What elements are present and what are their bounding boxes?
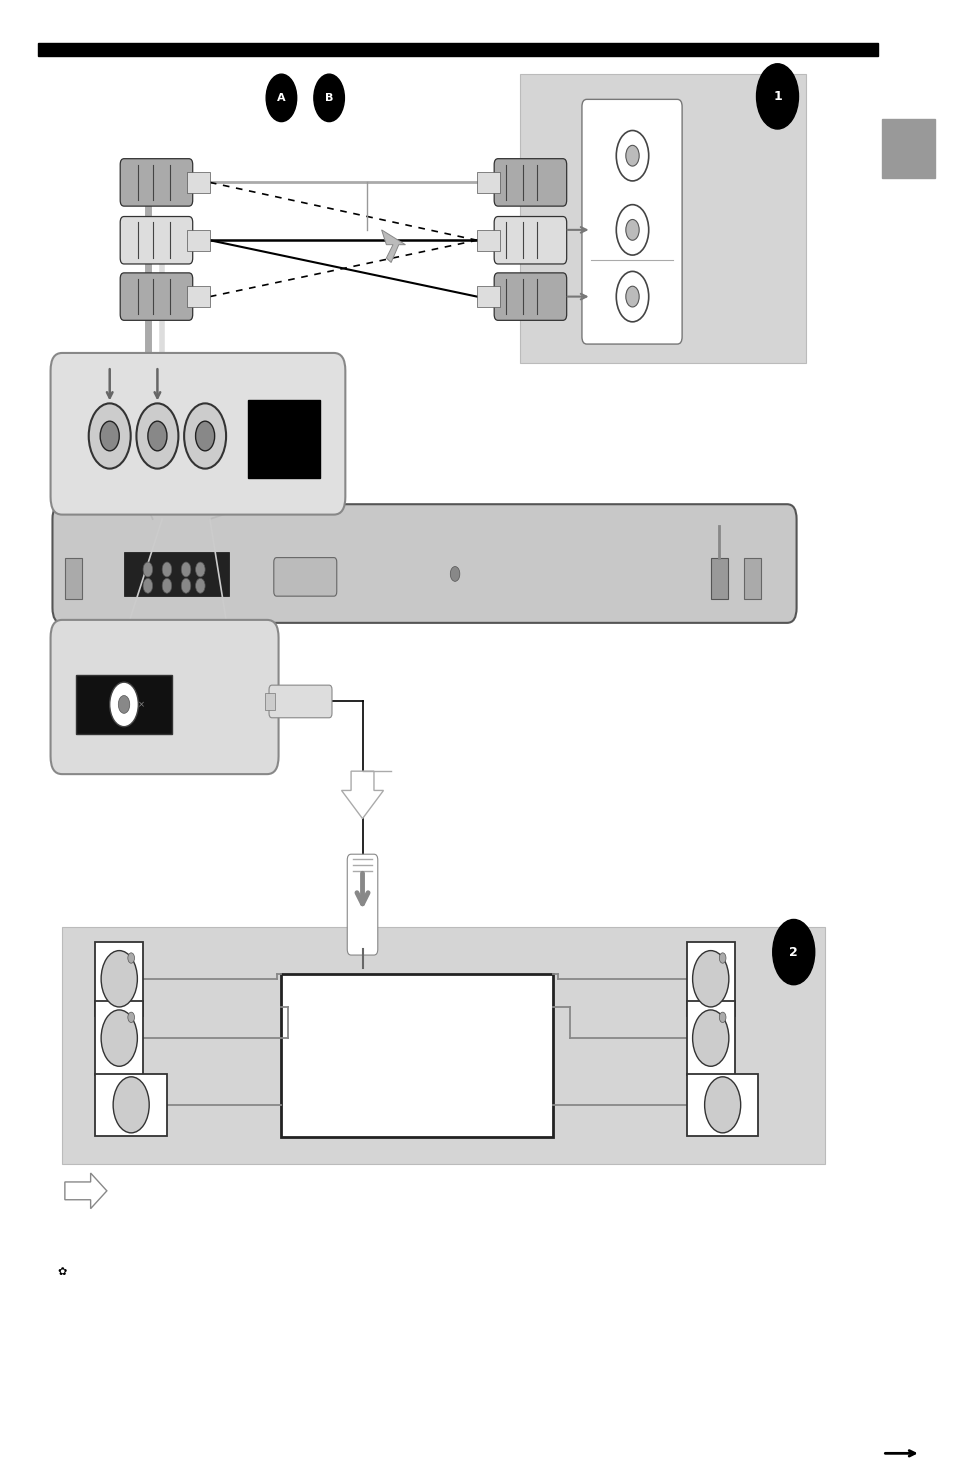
Bar bbox=[476, 230, 499, 251]
Bar bbox=[187, 172, 210, 193]
Bar bbox=[686, 942, 734, 1016]
Circle shape bbox=[101, 951, 137, 1007]
Text: ✿: ✿ bbox=[57, 1268, 67, 1277]
Bar bbox=[38, 43, 877, 56]
Circle shape bbox=[184, 403, 226, 469]
Bar bbox=[62, 927, 824, 1164]
Circle shape bbox=[266, 74, 296, 122]
FancyBboxPatch shape bbox=[51, 620, 278, 774]
FancyBboxPatch shape bbox=[494, 217, 566, 264]
Circle shape bbox=[162, 580, 172, 595]
Circle shape bbox=[136, 403, 178, 469]
Circle shape bbox=[719, 1013, 725, 1023]
Polygon shape bbox=[341, 771, 383, 819]
Bar bbox=[519, 74, 805, 363]
Circle shape bbox=[719, 952, 725, 964]
Circle shape bbox=[200, 580, 210, 595]
FancyBboxPatch shape bbox=[120, 159, 193, 206]
Bar bbox=[882, 119, 934, 178]
Bar bbox=[187, 230, 210, 251]
Circle shape bbox=[195, 562, 205, 577]
Circle shape bbox=[692, 1010, 728, 1066]
Circle shape bbox=[113, 1077, 149, 1133]
Bar bbox=[124, 552, 229, 596]
Bar bbox=[187, 286, 210, 307]
Circle shape bbox=[143, 578, 152, 593]
Circle shape bbox=[625, 219, 639, 240]
Circle shape bbox=[616, 205, 648, 255]
Circle shape bbox=[143, 562, 152, 577]
FancyBboxPatch shape bbox=[274, 558, 336, 596]
Bar bbox=[65, 558, 82, 599]
FancyBboxPatch shape bbox=[52, 504, 796, 623]
Circle shape bbox=[110, 682, 138, 727]
Bar bbox=[281, 974, 553, 1137]
Bar bbox=[76, 675, 172, 734]
Circle shape bbox=[625, 286, 639, 307]
Circle shape bbox=[143, 562, 152, 577]
Text: ×: × bbox=[137, 700, 145, 709]
Bar bbox=[265, 693, 274, 710]
FancyBboxPatch shape bbox=[120, 273, 193, 320]
Bar bbox=[476, 172, 499, 193]
Circle shape bbox=[118, 696, 130, 713]
Circle shape bbox=[100, 421, 119, 451]
Circle shape bbox=[181, 580, 191, 595]
FancyBboxPatch shape bbox=[269, 685, 332, 718]
Circle shape bbox=[616, 131, 648, 181]
Circle shape bbox=[200, 562, 210, 577]
Circle shape bbox=[314, 74, 344, 122]
Circle shape bbox=[128, 952, 134, 964]
FancyBboxPatch shape bbox=[494, 273, 566, 320]
Bar bbox=[710, 558, 727, 599]
FancyBboxPatch shape bbox=[120, 217, 193, 264]
Bar bbox=[686, 1074, 758, 1136]
Circle shape bbox=[756, 64, 798, 129]
Circle shape bbox=[625, 145, 639, 166]
Bar bbox=[95, 1074, 167, 1136]
Text: B: B bbox=[325, 93, 333, 102]
Circle shape bbox=[704, 1077, 740, 1133]
Bar bbox=[743, 558, 760, 599]
Circle shape bbox=[181, 578, 191, 593]
Circle shape bbox=[143, 580, 152, 595]
Circle shape bbox=[162, 562, 172, 577]
Polygon shape bbox=[65, 1173, 107, 1209]
Text: A: A bbox=[276, 93, 286, 102]
Polygon shape bbox=[381, 230, 405, 262]
Bar bbox=[686, 1001, 734, 1075]
Circle shape bbox=[195, 421, 214, 451]
Circle shape bbox=[162, 578, 172, 593]
FancyBboxPatch shape bbox=[347, 854, 377, 955]
FancyBboxPatch shape bbox=[581, 99, 681, 344]
Circle shape bbox=[181, 562, 191, 577]
Circle shape bbox=[148, 421, 167, 451]
Circle shape bbox=[195, 578, 205, 593]
Circle shape bbox=[101, 1010, 137, 1066]
Circle shape bbox=[450, 567, 459, 581]
Circle shape bbox=[89, 403, 131, 469]
Circle shape bbox=[128, 1013, 134, 1023]
FancyBboxPatch shape bbox=[494, 159, 566, 206]
Circle shape bbox=[162, 562, 172, 577]
FancyBboxPatch shape bbox=[51, 353, 345, 515]
Bar bbox=[248, 400, 319, 478]
Bar bbox=[95, 942, 143, 1016]
Text: 1: 1 bbox=[772, 90, 781, 102]
Circle shape bbox=[616, 271, 648, 322]
Circle shape bbox=[772, 919, 814, 985]
Bar bbox=[95, 1001, 143, 1075]
Circle shape bbox=[692, 951, 728, 1007]
Circle shape bbox=[181, 562, 191, 577]
Bar bbox=[476, 286, 499, 307]
Text: 2: 2 bbox=[788, 946, 798, 958]
